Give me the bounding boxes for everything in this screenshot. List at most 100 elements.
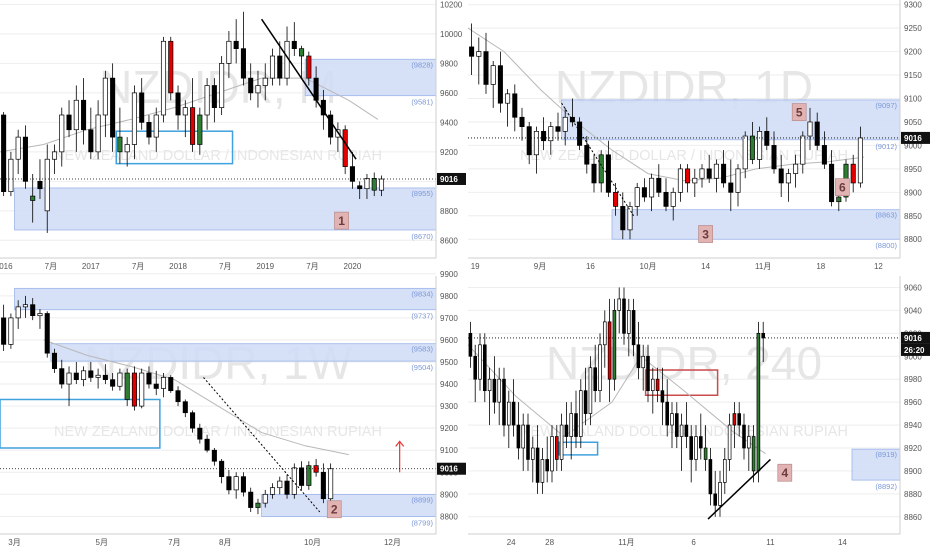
candle-body[interactable] — [190, 107, 196, 145]
candle-body[interactable] — [153, 383, 159, 389]
candle-body[interactable] — [655, 378, 660, 392]
candle-body[interactable] — [211, 449, 217, 462]
candle-body[interactable] — [708, 459, 713, 495]
candle-body[interactable] — [800, 135, 806, 165]
candle-body[interactable] — [641, 355, 645, 369]
candle-body[interactable] — [723, 459, 727, 483]
candle-body[interactable] — [342, 129, 348, 167]
candle-body[interactable] — [694, 436, 698, 460]
candle-body[interactable] — [240, 476, 246, 493]
candle-body[interactable] — [15, 306, 21, 319]
candle-body[interactable] — [81, 99, 87, 131]
candle-body[interactable] — [66, 372, 72, 385]
candle-body[interactable] — [502, 378, 506, 426]
candle-body[interactable] — [88, 370, 94, 378]
candle-body[interactable] — [306, 55, 312, 79]
candle-body[interactable] — [277, 55, 283, 79]
candle-body[interactable] — [497, 378, 501, 403]
candle-body[interactable] — [269, 55, 276, 79]
candle-body[interactable] — [291, 467, 297, 495]
candle-body[interactable] — [73, 372, 79, 380]
candle-body[interactable] — [617, 298, 621, 311]
candle-body[interactable] — [756, 332, 761, 472]
candle-body[interactable] — [88, 129, 94, 153]
candle-body[interactable] — [555, 126, 561, 132]
candle-body[interactable] — [497, 65, 503, 104]
candle-body[interactable] — [95, 114, 101, 153]
candle-body[interactable] — [677, 168, 683, 193]
candle-body[interactable] — [117, 372, 123, 387]
candle-body[interactable] — [684, 424, 689, 437]
candle-body[interactable] — [685, 168, 691, 184]
trend-line[interactable] — [707, 458, 771, 520]
candle-body[interactable] — [699, 436, 703, 449]
candle-body[interactable] — [219, 63, 225, 108]
candle-body[interactable] — [692, 177, 698, 184]
candle-body[interactable] — [102, 77, 108, 116]
candle-body[interactable] — [583, 390, 588, 414]
candle-body[interactable] — [793, 163, 799, 174]
candle-body[interactable] — [110, 379, 116, 387]
candle-body[interactable] — [226, 476, 232, 491]
candle-body[interactable] — [255, 502, 261, 508]
candle-body[interactable] — [117, 136, 123, 153]
candle-body[interactable] — [721, 163, 727, 184]
candle-body[interactable] — [269, 487, 276, 495]
candle-body[interactable] — [299, 48, 305, 57]
candle-body[interactable] — [44, 158, 50, 212]
candle-body[interactable] — [131, 372, 137, 407]
candle-body[interactable] — [8, 158, 14, 193]
candle-body[interactable] — [634, 187, 640, 207]
candle-body[interactable] — [284, 480, 290, 495]
candle-body[interactable] — [219, 460, 225, 478]
candle-body[interactable] — [764, 130, 770, 146]
candle-body[interactable] — [584, 145, 590, 165]
candle-body[interactable] — [735, 168, 741, 193]
candle-body[interactable] — [240, 48, 246, 79]
candle-body[interactable] — [699, 168, 705, 179]
candle-body[interactable] — [569, 413, 573, 437]
candle-body[interactable] — [124, 144, 130, 153]
candle-body[interactable] — [607, 321, 612, 380]
candle-body[interactable] — [262, 493, 268, 504]
candle-body[interactable] — [836, 196, 842, 203]
candle-body[interactable] — [160, 377, 167, 389]
candle-body[interactable] — [364, 178, 370, 190]
candle-body[interactable] — [540, 459, 545, 483]
candle-body[interactable] — [328, 468, 334, 500]
candle-body[interactable] — [771, 145, 777, 170]
candle-body[interactable] — [535, 447, 540, 483]
candle-body[interactable] — [512, 93, 518, 118]
candle-body[interactable] — [95, 374, 101, 378]
candle-body[interactable] — [197, 427, 203, 440]
candle-body[interactable] — [248, 77, 254, 94]
candle-body[interactable] — [555, 436, 559, 460]
candle-body[interactable] — [519, 116, 525, 128]
candle-body[interactable] — [146, 372, 152, 385]
candle-body[interactable] — [492, 378, 497, 403]
candle-body[interactable] — [588, 367, 593, 414]
candle-body[interactable] — [197, 114, 203, 145]
candle-body[interactable] — [371, 178, 377, 191]
candle-body[interactable] — [277, 480, 283, 489]
candle-body[interactable] — [255, 85, 261, 94]
candle-body[interactable] — [559, 424, 564, 460]
candle-body[interactable] — [51, 151, 58, 160]
candle-body[interactable] — [478, 344, 482, 380]
candle-body[interactable] — [139, 372, 145, 407]
candle-body[interactable] — [473, 355, 477, 380]
candle-body[interactable] — [533, 130, 539, 156]
candle-body[interactable] — [663, 191, 669, 207]
candle-body[interactable] — [490, 65, 496, 85]
candle-body[interactable] — [81, 370, 87, 380]
candle-body[interactable] — [306, 465, 312, 486]
candle-body[interactable] — [564, 424, 569, 437]
candle-body[interactable] — [631, 310, 636, 346]
candle-body[interactable] — [139, 92, 145, 123]
candle-body[interactable] — [190, 412, 196, 429]
candle-body[interactable] — [829, 163, 835, 203]
candle-body[interactable] — [483, 344, 487, 392]
trend-line[interactable] — [260, 18, 357, 160]
candle-body[interactable] — [636, 344, 641, 369]
